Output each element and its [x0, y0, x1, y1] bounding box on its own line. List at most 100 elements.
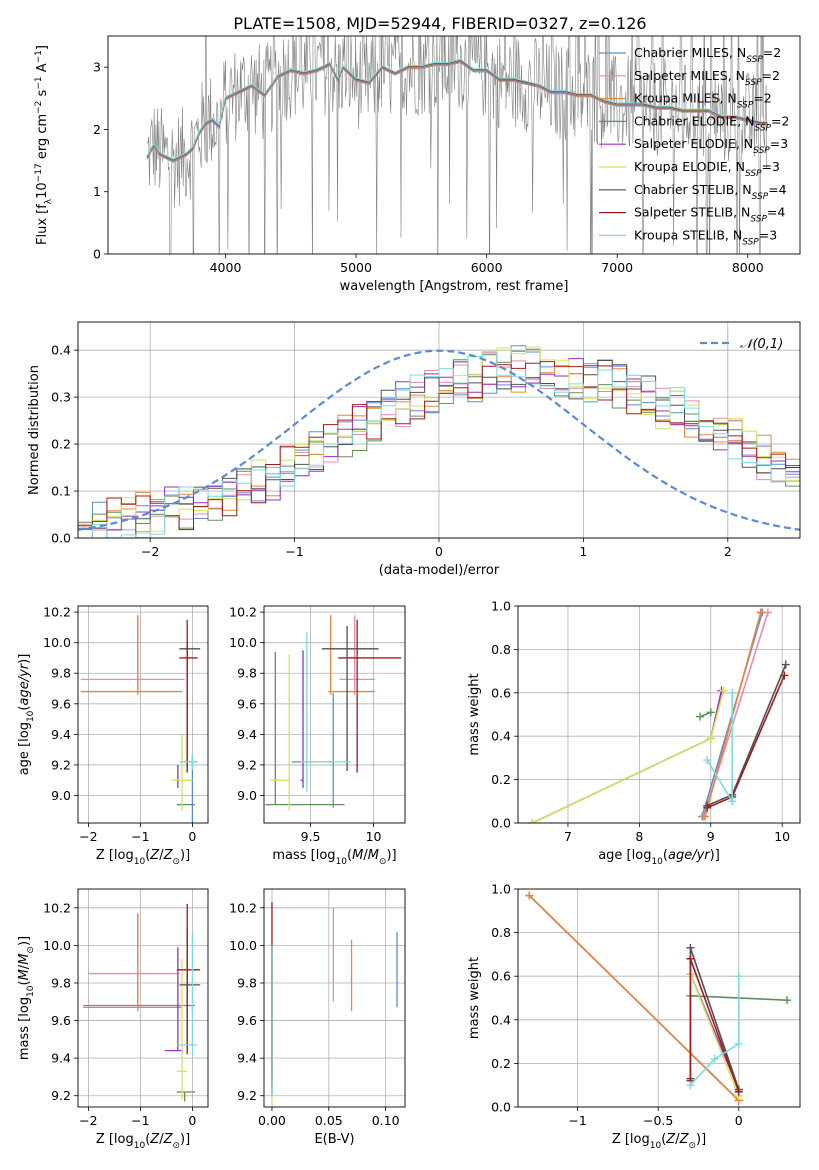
- x-tick-label: 2: [724, 544, 732, 559]
- weight-line-kroupa-stelib: [689, 976, 740, 1086]
- y-tick-label: 10.2: [229, 900, 257, 915]
- legend-label-kroupa-stelib: Kroupa STELIB, NSSP=3: [634, 227, 777, 247]
- x-tick-label: 1: [579, 544, 587, 559]
- axes: 9.5 10 9.0 9.2 9.4 9.6 9.8 10.0 10.2 mass [log10(…: [229, 605, 406, 867]
- legend-label-normal: 𝒩(0,1): [740, 337, 783, 352]
- weight-marker-kroupa-stelib: [710, 1055, 719, 1064]
- x-axis-label: (data-model)/error: [379, 563, 500, 578]
- y-tick-label: 0.6: [491, 969, 511, 984]
- y-tick-label: 10.0: [43, 635, 71, 650]
- x-tick-label: −1: [131, 1113, 149, 1128]
- errorbar-kroupa-elodie: [171, 734, 193, 811]
- axes-frame: [263, 605, 406, 824]
- spectrum-legend: Chabrier MILES, NSSP=2 Salpeter MILES, NS…: [599, 45, 789, 247]
- grid: [78, 889, 208, 1107]
- mass-vs-metallicity-panel: −2 −1 0 9.2 9.4 9.6 9.8 10.0 10.2 Z [log10(Z/Z⊙)]…: [17, 888, 209, 1151]
- x-axis-label: Z [log10(Z/Z⊙)]: [96, 848, 190, 867]
- observed-spectrum-line: [146, 36, 768, 254]
- x-tick-label: 0: [188, 829, 196, 844]
- weight-line-kroupa-miles: [528, 894, 740, 1102]
- errorbar-kroupa-stelib: [176, 932, 198, 1055]
- weight-line-chabrier-elodie: [699, 711, 712, 718]
- axes: −2 −1 0 9.0 9.2 9.4 9.6 9.8 10.0 10.2 Z [log10(Z/Z…: [17, 605, 209, 867]
- x-tick-label: 0: [735, 1113, 743, 1128]
- axes: 4000 5000 6000 7000 8000 0 1 2 3 wavelength [Angs…: [34, 35, 801, 294]
- plot-area: [83, 904, 201, 1102]
- x-tick-label: 0: [435, 544, 443, 559]
- plot-area: [78, 345, 800, 538]
- legend-label-salpeter-stelib: Salpeter STELIB, NSSP=4: [634, 205, 785, 225]
- grid: [518, 605, 800, 824]
- weight-marker-kroupa-stelib: [686, 1081, 695, 1090]
- y-tick-label: 10.0: [229, 635, 257, 650]
- y-tick-label: 9.4: [237, 727, 257, 742]
- errorbar-chabrier-elodie: [265, 651, 345, 806]
- weight-marker-kroupa-stelib: [734, 972, 743, 981]
- y-tick-label: 3: [93, 60, 101, 75]
- x-tick-label: 0: [188, 1113, 196, 1128]
- y-tick-label: 10.2: [43, 605, 71, 620]
- weight-marker-kroupa-miles: [701, 812, 710, 821]
- x-axis-label: age [log10(age/yr)]: [598, 848, 720, 867]
- x-tick-label: −2: [79, 1113, 97, 1128]
- y-tick-label: 10.2: [43, 900, 71, 915]
- axes: 7 8 9 10 0.0 0.2 0.4 0.6 0.8 1.0 age [log10(age/yr…: [467, 599, 801, 867]
- weight-marker-kroupa-stelib: [728, 688, 737, 697]
- errorbar-kroupa-miles: [80, 615, 182, 695]
- spectrum-panel: 4000 5000 6000 7000 8000 0 1 2 3 wavelength [Angs…: [34, 35, 801, 294]
- y-tick-label: 9.0: [51, 788, 71, 803]
- x-tick-label: −1: [568, 1113, 586, 1128]
- y-tick-label: 9.8: [237, 666, 257, 681]
- y-tick-label: 0.0: [51, 531, 71, 546]
- x-tick-label: 0.10: [372, 1113, 400, 1128]
- y-axis-label: Normed distribution: [27, 365, 42, 495]
- residuals-panel: −2 −1 0 1 2 0.0 0.1 0.2 0.3 0.4 (data-model)/error…: [27, 321, 801, 578]
- mass-vs-ebv-panel: 0.00 0.05 0.10 9.2 9.4 9.6 9.8 10.0 10.2 E(B-V): [229, 888, 406, 1147]
- y-tick-label: 10.0: [229, 938, 257, 953]
- x-tick-label: 7: [564, 829, 572, 844]
- errorbar-salpeter-elodie: [164, 947, 184, 1052]
- plot-area: [146, 36, 768, 254]
- x-tick-label: 8000: [732, 260, 764, 275]
- weight-marker-chabrier-elodie: [706, 708, 715, 717]
- weight-marker-kroupa-elodie: [719, 686, 728, 695]
- residual-histogram-kroupa-elodie: [78, 346, 800, 534]
- y-tick-label: 9.6: [51, 1013, 71, 1028]
- axes-frame: [517, 888, 801, 1108]
- errorbar-salpeter-elodie: [175, 764, 181, 788]
- legend-label-chabrier-miles: Chabrier MILES, NSSP=2: [634, 45, 781, 65]
- legend-label-salpeter-elodie: Salpeter ELODIE, NSSP=3: [634, 136, 788, 156]
- y-tick-label: 9.8: [237, 975, 257, 990]
- x-tick-label: 9.5: [301, 829, 321, 844]
- y-tick-label: 10.0: [43, 938, 71, 953]
- errorbar-kroupa-stelib: [179, 754, 198, 770]
- y-tick-label: 9.0: [237, 788, 257, 803]
- x-tick-label: 5000: [340, 260, 372, 275]
- y-tick-label: 9.2: [51, 1088, 71, 1103]
- y-tick-label: 0.0: [491, 816, 511, 831]
- errorbar-kroupa-elodie: [270, 654, 290, 811]
- plot-area: [525, 891, 792, 1105]
- mass-weight-vs-age-panel: 7 8 9 10 0.0 0.2 0.4 0.6 0.8 1.0 age [log10(age/yr…: [467, 599, 801, 867]
- errorbar-kroupa-stelib: [300, 631, 351, 793]
- errorbar-salpeter-stelib: [338, 619, 402, 773]
- x-axis-label: Z [log10(Z/Z⊙)]: [612, 1132, 706, 1151]
- weight-marker-salpeter-stelib: [734, 1087, 743, 1096]
- errorbar-salpeter-stelib: [176, 904, 201, 1055]
- y-tick-label: 9.2: [237, 757, 257, 772]
- grid: [78, 322, 800, 539]
- y-tick-label: 1.0: [491, 599, 511, 614]
- weight-line-chabrier-stelib: [706, 664, 787, 807]
- residuals-legend: 𝒩(0,1): [700, 337, 783, 352]
- y-tick-label: 0.4: [51, 343, 71, 358]
- mass-weight-vs-metallicity-panel: −1 −0.5 0 0.0 0.2 0.4 0.6 0.8 1.0 Z [log10(Z/Z⊙)]…: [467, 882, 801, 1151]
- errorbar-salpeter-miles: [80, 615, 185, 695]
- y-tick-label: 0.2: [491, 1056, 511, 1071]
- y-tick-label: 0.3: [51, 390, 71, 405]
- legend-label-salpeter-miles: Salpeter MILES, NSSP=2: [634, 68, 780, 88]
- y-axis-label: age [log10(age/yr)]: [17, 654, 36, 776]
- y-tick-label: 0.6: [491, 685, 511, 700]
- errorbar-chabrier-stelib: [321, 625, 379, 772]
- figure-title: PLATE=1508, MJD=52944, FIBERID=0327, z=0…: [233, 14, 646, 33]
